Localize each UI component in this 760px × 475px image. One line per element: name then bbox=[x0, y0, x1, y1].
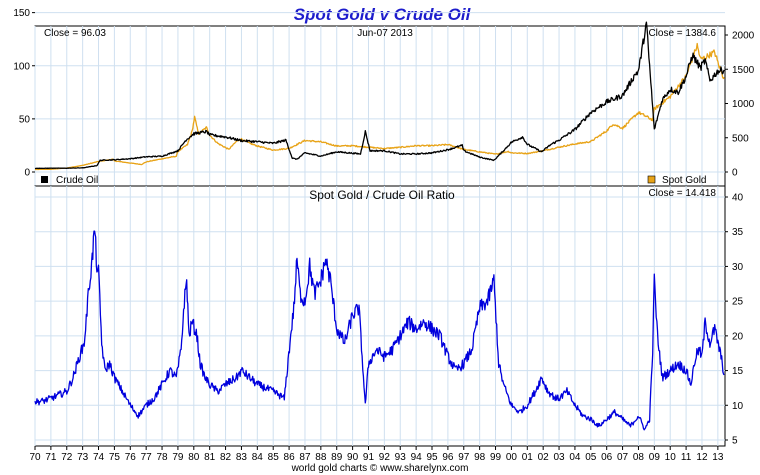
footer-credit: world gold charts © www.sharelynx.com bbox=[291, 463, 469, 474]
x-tick-label: 75 bbox=[109, 452, 121, 463]
gold-series-line bbox=[35, 42, 725, 171]
x-tick-label: 95 bbox=[426, 452, 438, 463]
x-tick-label: 00 bbox=[506, 452, 518, 463]
x-tick-label: 82 bbox=[220, 452, 232, 463]
x-tick-label: 10 bbox=[665, 452, 677, 463]
x-tick-label: 94 bbox=[411, 452, 423, 463]
oil-series-line bbox=[34, 21, 725, 170]
top-panel-lines bbox=[34, 21, 725, 171]
right-tick-label: 500 bbox=[732, 133, 749, 144]
bottom-right-axis: 5 10 15 20 25 30 35 40 bbox=[725, 193, 744, 447]
oil-legend-label: Crude Oil bbox=[56, 175, 98, 186]
chart-title: Spot Gold v Crude Oil bbox=[294, 5, 472, 24]
x-tick-label: 78 bbox=[156, 452, 168, 463]
x-tick-label: 83 bbox=[236, 452, 248, 463]
ratio-tick-label: 35 bbox=[732, 227, 744, 238]
x-tick-label: 70 bbox=[29, 452, 41, 463]
x-tick-label: 04 bbox=[569, 452, 581, 463]
x-tick-label: 74 bbox=[93, 452, 105, 463]
x-tick-label: 09 bbox=[649, 452, 661, 463]
bottom-panel-frame bbox=[34, 185, 726, 447]
x-tick-label: 98 bbox=[474, 452, 486, 463]
x-tick-label: 08 bbox=[633, 452, 645, 463]
gold-legend-swatch bbox=[647, 175, 656, 184]
x-tick-label: 07 bbox=[617, 452, 629, 463]
x-tick-label: 97 bbox=[458, 452, 470, 463]
x-tick-label: 72 bbox=[61, 452, 73, 463]
x-tick-label: 93 bbox=[395, 452, 407, 463]
left-tick-label: 100 bbox=[13, 61, 30, 72]
top-panel-grid bbox=[34, 12, 725, 186]
ratio-tick-label: 25 bbox=[732, 297, 744, 308]
x-tick-label: 73 bbox=[77, 452, 89, 463]
x-tick-label: 85 bbox=[268, 452, 280, 463]
x-tick-label: 87 bbox=[299, 452, 311, 463]
x-tick-label: 06 bbox=[601, 452, 613, 463]
top-left-axis: 0 50 100 150 bbox=[13, 8, 35, 179]
left-tick-label: 0 bbox=[24, 168, 30, 179]
right-tick-label: 2000 bbox=[732, 31, 755, 42]
x-tick-label: 76 bbox=[125, 452, 137, 463]
top-panel-frame bbox=[34, 25, 726, 187]
x-tick-label: 92 bbox=[379, 452, 391, 463]
x-tick-label: 01 bbox=[522, 452, 534, 463]
ratio-tick-label: 30 bbox=[732, 262, 744, 273]
x-tick-label: 12 bbox=[696, 452, 708, 463]
right-tick-label: 1500 bbox=[732, 65, 755, 76]
x-tick-label: 96 bbox=[442, 452, 454, 463]
ratio-tick-label: 10 bbox=[732, 401, 744, 412]
ratio-tick-label: 5 bbox=[732, 436, 738, 447]
right-tick-label: 0 bbox=[732, 168, 738, 179]
ratio-tick-label: 20 bbox=[732, 331, 744, 342]
x-tick-label: 84 bbox=[252, 452, 264, 463]
oil-close-label: Close = 96.03 bbox=[44, 28, 106, 39]
x-tick-label: 88 bbox=[315, 452, 327, 463]
gold-legend-label: Spot Gold bbox=[662, 175, 706, 186]
x-tick-label: 90 bbox=[347, 452, 359, 463]
x-tick-label: 80 bbox=[188, 452, 200, 463]
x-tick-label: 02 bbox=[538, 452, 550, 463]
gold-close-label: Close = 1384.6 bbox=[648, 28, 716, 39]
ratio-tick-label: 40 bbox=[732, 193, 744, 204]
x-tick-label: 91 bbox=[363, 452, 375, 463]
x-tick-label: 86 bbox=[284, 452, 296, 463]
x-tick-label: 13 bbox=[712, 452, 724, 463]
ratio-close-label: Close = 14.418 bbox=[648, 188, 716, 199]
left-tick-label: 50 bbox=[19, 114, 31, 125]
x-tick-label: 77 bbox=[141, 452, 153, 463]
x-tick-label: 99 bbox=[490, 452, 502, 463]
x-tick-label: 89 bbox=[331, 452, 343, 463]
x-tick-label: 81 bbox=[204, 452, 216, 463]
right-tick-label: 1000 bbox=[732, 99, 755, 110]
top-right-axis: 0 500 1000 1500 2000 bbox=[725, 31, 755, 179]
bottom-panel-grid bbox=[34, 186, 725, 446]
ratio-tick-label: 15 bbox=[732, 366, 744, 377]
oil-legend-swatch bbox=[41, 176, 48, 183]
ratio-panel-title: Spot Gold / Crude Oil Ratio bbox=[309, 188, 455, 202]
x-tick-label: 79 bbox=[172, 452, 184, 463]
x-tick-label: 05 bbox=[585, 452, 597, 463]
date-label: Jun-07 2013 bbox=[357, 28, 413, 39]
x-axis: 70 71 72 73 74 75 76 77 78 79 80 81 82 83 84 85 86 87 88 89… bbox=[29, 446, 724, 463]
left-tick-label: 150 bbox=[13, 8, 30, 19]
x-tick-label: 71 bbox=[45, 452, 57, 463]
x-tick-label: 11 bbox=[681, 452, 692, 463]
x-tick-label: 03 bbox=[553, 452, 565, 463]
ratio-series-line bbox=[34, 230, 725, 431]
bottom-panel-lines bbox=[34, 230, 725, 431]
